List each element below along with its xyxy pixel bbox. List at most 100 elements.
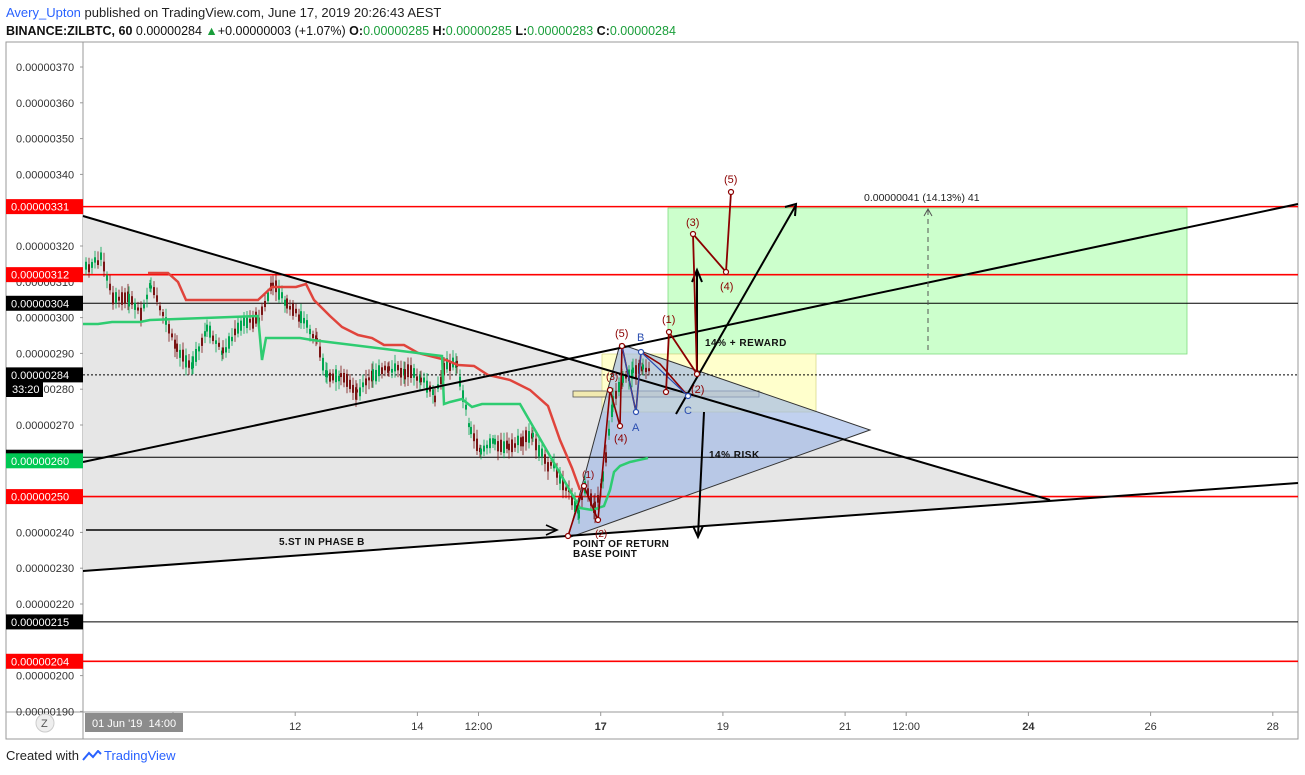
low-label: L: — [515, 24, 528, 38]
candle-body — [574, 500, 576, 513]
candle-body — [188, 360, 190, 368]
axis-settings-button[interactable] — [35, 713, 55, 733]
candle-body — [618, 381, 620, 393]
wave-label: (1) — [582, 470, 594, 481]
time-tick-label: 28 — [1267, 721, 1279, 733]
countdown-label: 33:20 — [12, 384, 40, 396]
wave-label: (4) — [614, 433, 627, 445]
candle-body — [388, 366, 390, 371]
price-tick-label: 0.00000290 — [16, 348, 74, 360]
wave-point — [727, 188, 735, 196]
candle-body — [198, 346, 200, 352]
candle-body — [231, 336, 233, 342]
tradingview-link[interactable]: TradingView — [103, 748, 176, 763]
candle-body — [446, 358, 448, 370]
candle-body — [176, 343, 178, 352]
candle-body — [500, 439, 502, 452]
candle-body — [100, 252, 102, 260]
candle-body — [432, 389, 434, 396]
candle-body — [514, 443, 516, 448]
candle-body — [605, 452, 607, 463]
candle-body — [322, 357, 324, 371]
candle-body — [309, 328, 311, 335]
candle-body — [556, 468, 558, 478]
wedge-fill — [83, 216, 1050, 571]
candle-body — [185, 355, 187, 368]
candle-body — [565, 487, 567, 491]
cursor-time-label: 01 Jun '19 14:00 — [92, 718, 176, 730]
candle-body — [204, 331, 206, 337]
publish-line: Avery_Upton published on TradingView.com… — [6, 4, 1296, 22]
symbol-label[interactable]: BINANCE:ZILBTC, 60 — [6, 24, 133, 38]
price-label: 0.00000284 — [11, 370, 69, 382]
price-label: 0.00000204 — [11, 656, 69, 668]
candle-body — [143, 304, 145, 309]
price-tick-label: 0.00000320 — [16, 241, 74, 253]
footer: Created with TradingView — [6, 748, 176, 763]
candle-body — [174, 339, 176, 349]
candle-body — [391, 368, 393, 373]
breakout-line — [675, 204, 797, 415]
author-link[interactable]: Avery_Upton — [6, 5, 81, 20]
high-label: H: — [432, 24, 446, 38]
candle-body — [622, 374, 624, 383]
candle-body — [381, 367, 383, 375]
axis-corner-label: Z — [41, 718, 48, 730]
wave-point — [662, 388, 670, 396]
candle-body — [346, 373, 348, 387]
measure-arrowhead — [923, 207, 933, 217]
candle-body — [215, 340, 217, 344]
up-arrow-icon: ▲ — [205, 24, 218, 38]
candle-body — [206, 324, 208, 332]
price-label-box — [6, 653, 83, 669]
candle-body — [179, 349, 181, 358]
green-trend-line — [83, 314, 649, 512]
candle-body — [335, 369, 337, 383]
candle-body — [420, 377, 422, 383]
published-text: published on TradingView.com, June 17, 2… — [84, 5, 442, 20]
rising-trendline — [82, 203, 1299, 463]
candle-body — [508, 443, 510, 451]
wave-label: (5) — [615, 328, 628, 340]
price-tick-label: 0.00000300 — [16, 313, 74, 325]
candle-body — [528, 431, 530, 443]
wave-label: (3) — [606, 372, 618, 383]
wave-label: (2) — [691, 384, 704, 396]
candle-body — [137, 307, 139, 311]
candle-body — [483, 445, 485, 452]
candle-body — [326, 370, 328, 378]
candle-body — [153, 287, 155, 296]
candle-body — [426, 380, 428, 393]
candle-body — [470, 426, 472, 435]
price-label: 0.00000260 — [11, 456, 69, 468]
candle-body — [375, 369, 377, 382]
candle-body — [156, 295, 158, 302]
candle-body — [571, 495, 573, 506]
candle-body — [359, 387, 361, 397]
price-tick-label: 0.00000370 — [16, 62, 74, 74]
candle-body — [535, 438, 537, 451]
candle-body — [473, 433, 475, 442]
candle-body — [338, 375, 340, 382]
candle-body — [476, 438, 478, 451]
candle-body — [159, 305, 161, 311]
wave-point — [689, 230, 697, 238]
tradingview-logo-icon — [82, 750, 102, 761]
candle-body — [416, 376, 418, 381]
wave-point — [564, 532, 572, 540]
candle-body — [511, 439, 513, 453]
candle-body — [522, 436, 524, 447]
abc-point — [684, 392, 692, 400]
candle-body — [201, 337, 203, 346]
candle-body — [103, 261, 105, 272]
candle-body — [312, 334, 314, 339]
abc-label: A — [632, 422, 640, 434]
candle-body — [332, 373, 334, 381]
wave-point — [693, 370, 701, 378]
candle-body — [407, 364, 409, 378]
candle-body — [165, 317, 167, 325]
candle-body — [368, 377, 370, 381]
candle-body — [134, 302, 136, 310]
candle-body — [298, 314, 300, 322]
